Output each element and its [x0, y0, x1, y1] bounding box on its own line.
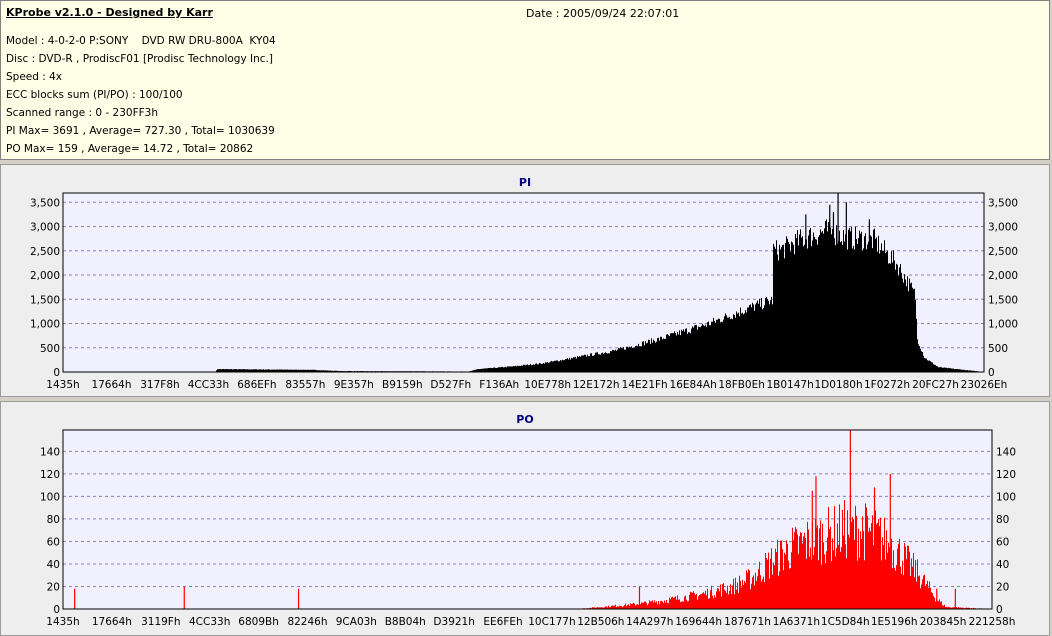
x-tick-label: 9E357h [334, 379, 374, 391]
y-tick-label-right: 1,000 [988, 319, 1018, 331]
x-tick-label: B8B04h [385, 616, 426, 628]
po-stats-line: PO Max= 159 , Average= 14.72 , Total= 20… [6, 143, 254, 155]
x-tick-label: 187671h [724, 616, 771, 628]
x-tick-label: 1D0180h [815, 379, 863, 391]
data-bars [575, 500, 991, 609]
x-tick-label: 221258h [969, 616, 1016, 628]
x-tick-label: F136Ah [479, 379, 519, 391]
y-tick-label-right: 3,000 [988, 222, 1018, 234]
y-tick-label-right: 140 [996, 446, 1016, 458]
pi-chart: 0 0 500 500 1,000 1,000 1,500 1,500 2,000 2,000 2,… [30, 192, 1018, 391]
y-tick-label-left: 60 [47, 536, 60, 548]
x-tick-label: B9159h [382, 379, 423, 391]
pi-chart-panel: PI 0 0 500 500 1,000 1,000 1,500 1,500 2,000 2,00… [0, 164, 1050, 397]
x-tick-label: 1C5D84h [821, 616, 870, 628]
x-tick-label: 10C177h [528, 616, 575, 628]
x-tick-label: 1A6371h [773, 616, 820, 628]
y-tick-label-left: 100 [40, 491, 60, 503]
y-tick-label-right: 3,500 [988, 197, 1018, 209]
x-tick-label: D3921h [433, 616, 474, 628]
x-tick-label: 3119Fh [141, 616, 180, 628]
po-chart: 0 0 20 20 40 40 60 60 80 80 100 100 120 120 140 140 1435… [40, 429, 1016, 628]
x-tick-label: 1F0272h [864, 379, 910, 391]
x-tick-label: 4CC33h [188, 379, 229, 391]
x-tick-label: 1E5196h [871, 616, 918, 628]
x-tick-label: 317F8h [140, 379, 179, 391]
x-tick-label: 18FB0Eh [718, 379, 765, 391]
y-tick-label-left: 1,500 [30, 294, 60, 306]
y-tick-label-right: 0 [996, 604, 1003, 616]
x-tick-label: 4CC33h [189, 616, 230, 628]
y-tick-label-right: 120 [996, 469, 1016, 481]
po-chart-panel: PO 0 0 20 20 40 40 60 60 80 80 100 100 120 120 140 140 1… [0, 401, 1050, 636]
y-tick-label-left: 3,000 [30, 222, 60, 234]
x-tick-label: 6809Bh [238, 616, 279, 628]
plot-frame [62, 429, 993, 610]
y-tick-label-left: 2,000 [30, 270, 60, 282]
x-tick-label: D527Fh [430, 379, 471, 391]
y-tick-label-left: 140 [40, 446, 60, 458]
y-tick-label-left: 500 [40, 343, 60, 355]
x-tick-label: 10E778h [524, 379, 571, 391]
pi-chart-title: PI [518, 176, 532, 189]
y-tick-label-left: 20 [47, 581, 60, 593]
x-tick-label: 23026Eh [961, 379, 1008, 391]
y-tick-label-right: 100 [996, 491, 1016, 503]
x-tick-label: 686EFh [237, 379, 276, 391]
x-tick-label: 1435h [46, 616, 79, 628]
y-tick-label-right: 80 [996, 514, 1009, 526]
y-tick-label-right: 40 [996, 559, 1009, 571]
y-tick-label-right: 0 [988, 367, 995, 379]
y-tick-label-left: 120 [40, 469, 60, 481]
scan-date: Date : 2005/09/24 22:07:01 [526, 7, 680, 20]
x-tick-label: 12B506h [577, 616, 624, 628]
y-tick-label-right: 2,000 [988, 270, 1018, 282]
x-tick-label: 17664h [91, 379, 131, 391]
x-tick-label: 82246h [287, 616, 327, 628]
y-tick-label-right: 60 [996, 536, 1009, 548]
x-tick-label: 17664h [92, 616, 132, 628]
y-tick-label-left: 1,000 [30, 319, 60, 331]
x-tick-label: 1435h [46, 379, 79, 391]
model-line: Model : 4-0-2-0 P:SONY DVD RW DRU-800A K… [6, 35, 276, 47]
po-chart-title: PO [516, 413, 534, 426]
y-tick-label-right: 2,500 [988, 246, 1018, 258]
y-tick-label-left: 0 [53, 604, 60, 616]
ecc-line: ECC blocks sum (PI/PO) : 100/100 [6, 89, 183, 101]
y-tick-label-right: 1,500 [988, 294, 1018, 306]
x-tick-label: 14E21Fh [622, 379, 668, 391]
x-tick-label: 12E172h [573, 379, 620, 391]
x-tick-label: EE6FEh [483, 616, 522, 628]
range-line: Scanned range : 0 - 230FF3h [6, 107, 158, 119]
x-tick-label: 16E84Ah [670, 379, 717, 391]
y-tick-label-left: 40 [47, 559, 60, 571]
y-tick-label-left: 0 [53, 367, 60, 379]
disc-line: Disc : DVD-R , ProdiscF01 [Prodisc Techn… [6, 53, 273, 65]
x-tick-label: 14A297h [626, 616, 673, 628]
y-tick-label-left: 2,500 [30, 246, 60, 258]
y-tick-label-left: 3,500 [30, 197, 60, 209]
speed-line: Speed : 4x [6, 71, 63, 83]
info-panel: KProbe v2.1.0 - Designed by Karr Date : … [0, 0, 1050, 160]
y-tick-label-right: 500 [988, 343, 1008, 355]
pi-stats-line: PI Max= 3691 , Average= 727.30 , Total= … [6, 125, 275, 137]
app-title: KProbe v2.1.0 - Designed by Karr [6, 6, 213, 19]
y-tick-label-left: 80 [47, 514, 60, 526]
x-tick-label: 9CA03h [336, 616, 377, 628]
x-tick-label: 83557h [285, 379, 325, 391]
y-tick-label-right: 20 [996, 581, 1009, 593]
x-tick-label: 169644h [675, 616, 722, 628]
x-tick-label: 1B0147h [766, 379, 813, 391]
plot-frame [62, 192, 985, 373]
x-tick-label: 20FC27h [912, 379, 959, 391]
x-tick-label: 203845h [920, 616, 967, 628]
